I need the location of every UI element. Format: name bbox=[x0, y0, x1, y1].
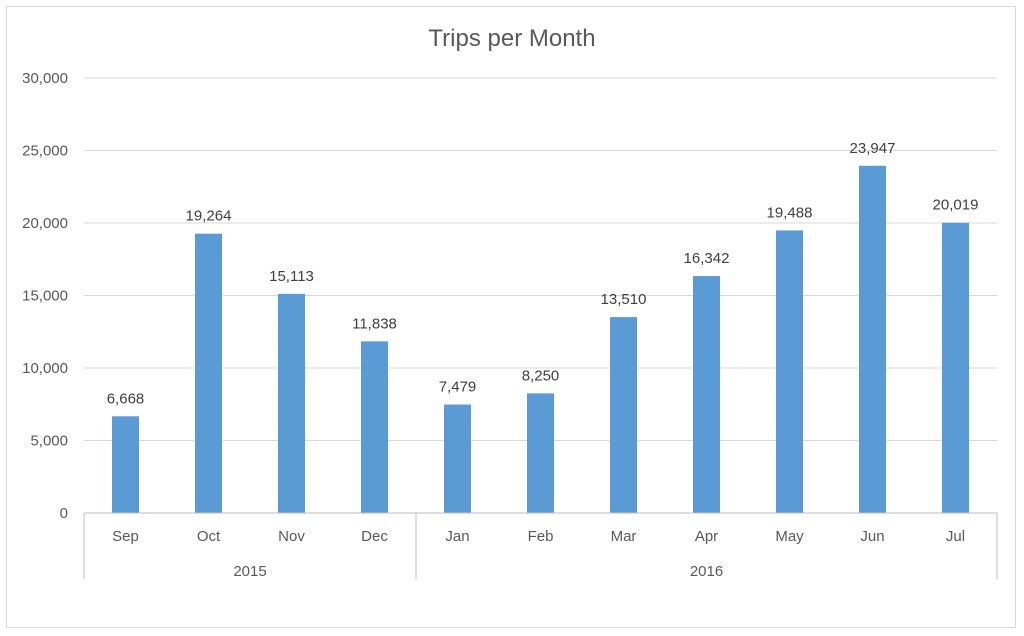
x-category-label: Nov bbox=[278, 528, 305, 545]
data-label: 6,668 bbox=[107, 390, 145, 407]
x-category-label: Jul bbox=[946, 528, 965, 545]
x-category-label: Dec bbox=[361, 528, 388, 545]
data-labels: 6,668 19,264 15,113 11,838 7,479 8,250 13,510 1… bbox=[107, 140, 979, 408]
data-label: 7,479 bbox=[439, 379, 477, 396]
data-label: 23,947 bbox=[850, 140, 896, 157]
x-group-label: 2016 bbox=[690, 563, 723, 580]
bar bbox=[444, 404, 471, 513]
data-label: 19,488 bbox=[767, 204, 813, 221]
data-label: 13,510 bbox=[601, 291, 647, 308]
y-tick-label: 25,000 bbox=[22, 143, 68, 160]
gridlines bbox=[84, 77, 997, 441]
x-axis: Sep Oct Nov Dec Jan Feb Mar Apr May Jun Jul 2015 201… bbox=[83, 512, 998, 580]
x-category-label: May bbox=[775, 528, 804, 545]
bar bbox=[112, 416, 139, 513]
x-category-label: Sep bbox=[112, 528, 139, 545]
y-tick-label: 0 bbox=[60, 505, 68, 522]
bar bbox=[361, 341, 388, 513]
y-axis-ticks: 0 5,000 10,000 15,000 20,000 25,000 30,000 bbox=[22, 70, 68, 522]
bar bbox=[693, 276, 720, 513]
x-group-label: 2015 bbox=[233, 563, 266, 580]
data-label: 20,019 bbox=[933, 197, 979, 214]
data-label: 11,838 bbox=[352, 315, 397, 332]
data-label: 16,342 bbox=[684, 250, 730, 267]
y-tick-label: 30,000 bbox=[22, 70, 68, 87]
bar bbox=[527, 393, 554, 513]
y-tick-label: 15,000 bbox=[22, 288, 68, 305]
y-tick-label: 5,000 bbox=[30, 433, 68, 450]
chart-frame bbox=[6, 6, 1016, 628]
y-tick-label: 20,000 bbox=[22, 215, 68, 232]
bar bbox=[776, 230, 803, 513]
data-label: 19,264 bbox=[186, 208, 232, 225]
x-category-label: Jan bbox=[445, 528, 469, 545]
bar bbox=[195, 233, 222, 513]
x-category-label: Feb bbox=[528, 528, 554, 545]
chart-title: Trips per Month bbox=[428, 25, 595, 52]
x-category-label: Jun bbox=[860, 528, 884, 545]
bar bbox=[859, 165, 886, 513]
y-tick-label: 10,000 bbox=[22, 360, 68, 377]
data-label: 8,250 bbox=[522, 367, 560, 384]
bar bbox=[942, 222, 969, 514]
bars bbox=[112, 165, 969, 514]
bar bbox=[610, 317, 637, 513]
data-label: 15,113 bbox=[269, 268, 314, 285]
x-category-label: Mar bbox=[611, 528, 637, 545]
bar bbox=[278, 293, 305, 513]
x-category-label: Apr bbox=[695, 528, 718, 545]
x-category-label: Oct bbox=[197, 528, 221, 545]
